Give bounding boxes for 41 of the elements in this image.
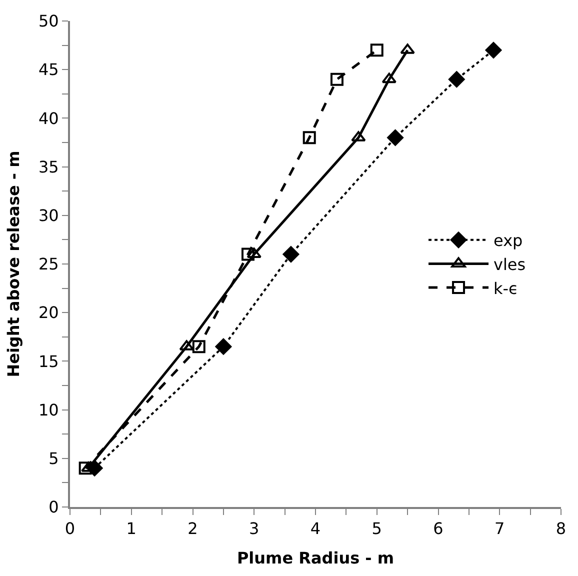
point (387, 129, 404, 146)
y-tick-label: 35 (38, 157, 59, 176)
point (241, 248, 254, 261)
point (351, 131, 366, 142)
y-tick-label: 20 (38, 303, 59, 322)
point (448, 71, 465, 88)
legend-label: k-ϵ (494, 278, 518, 298)
y-tick-label: 10 (38, 400, 59, 420)
x-tick-label: 2 (188, 519, 198, 538)
y-tick-label: 0 (48, 498, 59, 517)
y-tick-label: 15 (38, 352, 59, 371)
x-tick-label: 6 (433, 519, 444, 538)
y-tick-label: 50 (38, 12, 59, 31)
point (370, 44, 384, 57)
y-tick-label: 40 (38, 108, 59, 128)
x-axis-title: Plume Radius - m (236, 548, 394, 568)
x-tick-label: 8 (556, 519, 566, 538)
point (302, 131, 316, 144)
x-tick-label: 4 (310, 519, 321, 538)
point (78, 462, 92, 475)
point (330, 72, 344, 86)
x-tick-label: 5 (372, 519, 382, 538)
y-tick-label: 5 (48, 449, 59, 468)
x-tick-label: 3 (249, 519, 260, 538)
legend-label: vles (494, 254, 526, 274)
x-tick-label: 7 (494, 519, 505, 538)
y-tick-label: 30 (38, 206, 59, 225)
y-axis-title: Height above release - m (4, 150, 23, 378)
legend-label: exp (494, 231, 523, 250)
point (215, 338, 232, 355)
point (382, 72, 396, 84)
point (485, 42, 502, 58)
y-tick-label: 45 (38, 60, 59, 80)
x-tick-label: 1 (126, 519, 136, 538)
point (179, 340, 194, 350)
x-tick-label: 0 (64, 519, 76, 538)
point (192, 340, 206, 354)
point (400, 44, 415, 54)
point (282, 246, 300, 262)
y-tick-label: 25 (38, 254, 59, 274)
point (246, 248, 262, 258)
